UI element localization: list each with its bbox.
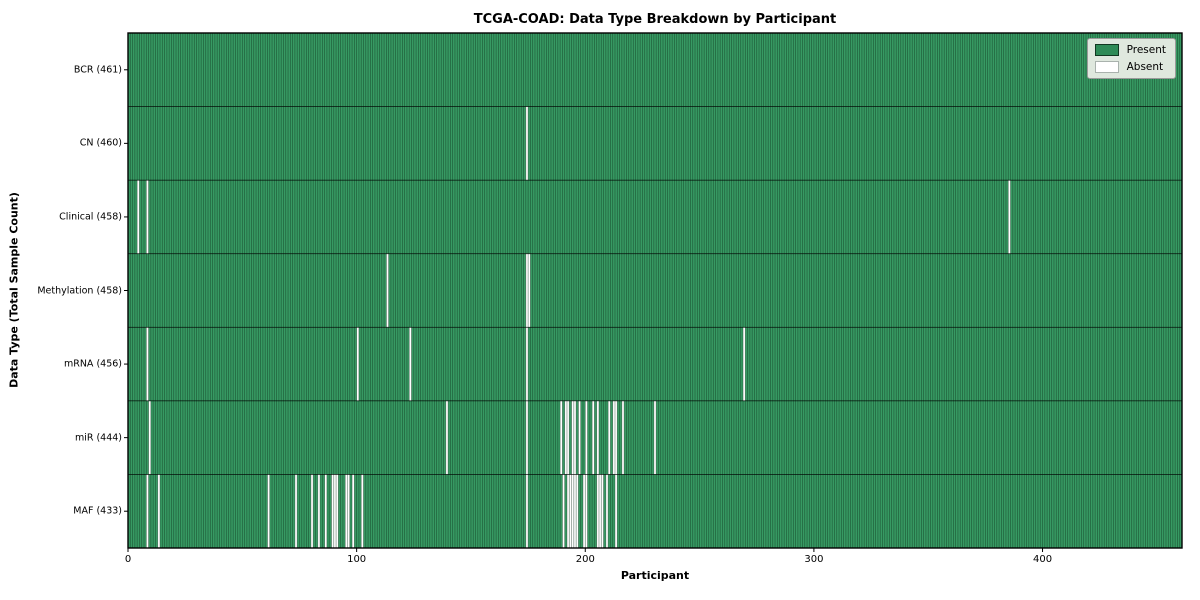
absent-cell	[571, 400, 574, 475]
absent-cell	[566, 400, 570, 475]
absent-cell	[146, 327, 149, 401]
absent-cell	[336, 474, 339, 548]
absent-cell	[596, 400, 599, 475]
absent-cell	[347, 474, 350, 548]
absent-cell	[317, 474, 321, 548]
x-tick-label-0: 0	[124, 554, 132, 565]
plot-border	[127, 32, 1183, 549]
absent-cell	[569, 474, 572, 548]
x-tick-label-400: 400	[1032, 554, 1053, 565]
absent-cell	[612, 400, 615, 475]
absent-cell	[525, 327, 529, 401]
absent-cell	[146, 474, 149, 548]
absent-cell	[592, 400, 595, 475]
absent-cell	[445, 400, 449, 475]
y-tick-label-bcr: BCR (461)	[73, 64, 122, 76]
y-tick-label-methylation: Methylation (458)	[37, 285, 122, 296]
absent-cell	[608, 400, 611, 475]
absent-cell	[614, 400, 618, 475]
absent-cell	[585, 474, 588, 548]
absent-cell	[614, 474, 618, 548]
absent-cell	[386, 253, 389, 328]
absent-cell	[585, 400, 588, 475]
absent-cell	[601, 474, 604, 548]
absent-cell	[409, 327, 412, 401]
absent-cell	[1008, 180, 1011, 254]
absent-cell	[525, 106, 529, 181]
absent-cell	[621, 400, 625, 475]
absent-cell	[310, 474, 314, 548]
x-tick-label-300: 300	[804, 554, 824, 565]
absent-cell	[571, 474, 574, 548]
legend: Present Absent	[1086, 38, 1176, 79]
legend-item-present: Present	[1094, 44, 1166, 56]
absent-cell	[605, 474, 609, 548]
absent-cell	[352, 474, 355, 548]
absent-cell	[562, 474, 565, 548]
absent-cell	[356, 327, 359, 401]
absent-cell	[148, 400, 151, 475]
x-tick-label-100: 100	[347, 554, 367, 565]
absent-cell	[333, 474, 337, 548]
y-tick-label-mrna: mRNA (456)	[63, 358, 122, 370]
absent-cell	[525, 253, 529, 328]
legend-label-absent: Absent	[1126, 61, 1164, 73]
absent-cell	[267, 474, 270, 548]
absent-cell	[578, 400, 581, 475]
absent-cell	[157, 474, 161, 548]
absent-cell	[653, 400, 657, 475]
x-axis-label: Participant	[620, 569, 690, 582]
y-tick-label-mir: miR (444)	[74, 432, 122, 444]
y-axis-label: Data Type (Total Sample Count)	[7, 192, 21, 388]
absent-cell	[566, 474, 570, 548]
absent-cell	[598, 474, 602, 548]
absent-cell	[582, 474, 586, 548]
absent-cell	[331, 474, 334, 548]
absent-cell	[560, 400, 563, 475]
y-tick-label-cn: CN (460)	[79, 137, 122, 149]
y-tick-label-maf: MAF (433)	[73, 505, 122, 517]
x-tick-label-200: 200	[575, 554, 595, 565]
present-swatch-icon	[1094, 44, 1119, 56]
absent-cell	[743, 327, 746, 401]
cell-edge-lines	[127, 33, 1183, 548]
legend-item-absent: Absent	[1094, 61, 1166, 73]
row-separator-lines	[128, 106, 1182, 475]
chart-title: TCGA-COAD: Data Type Breakdown by Partic…	[473, 12, 837, 27]
absent-cell	[573, 474, 577, 548]
absent-cell	[525, 400, 529, 475]
y-tick-label-clinical: Clinical (458)	[59, 211, 122, 223]
absent-cell	[361, 474, 364, 548]
absent-cell	[137, 180, 140, 254]
absent-cell	[345, 474, 348, 548]
absent-cell	[146, 180, 149, 254]
absent-cell	[573, 400, 577, 475]
absent-cell	[528, 253, 531, 328]
absent-cell	[596, 474, 599, 548]
absent-cell	[294, 474, 298, 548]
absent-cell	[324, 474, 327, 548]
absent-swatch-icon	[1094, 61, 1119, 73]
absent-cell	[564, 400, 567, 475]
absent-cell	[525, 474, 529, 548]
legend-label-present: Present	[1126, 44, 1166, 56]
absent-cell	[576, 474, 579, 548]
